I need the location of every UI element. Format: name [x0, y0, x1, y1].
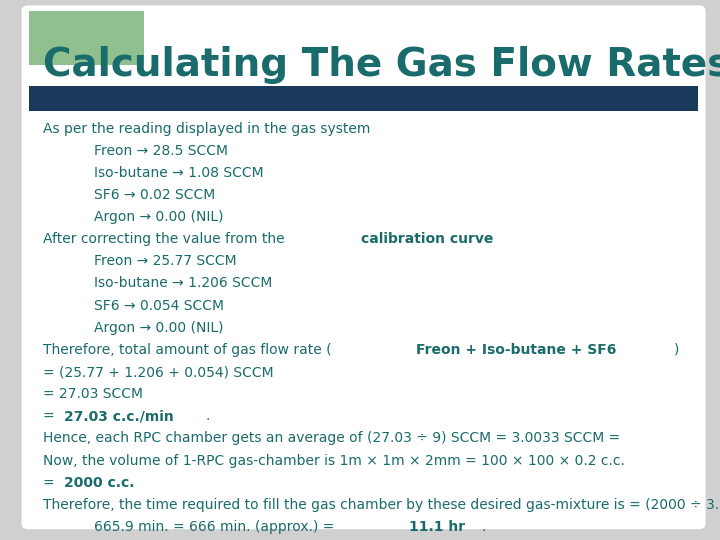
Text: Calculating The Gas Flow Rates: Calculating The Gas Flow Rates: [43, 46, 720, 84]
FancyBboxPatch shape: [22, 5, 706, 529]
Text: = 27.03 SCCM: = 27.03 SCCM: [43, 387, 143, 401]
Text: SF6 → 0.054 SCCM: SF6 → 0.054 SCCM: [94, 299, 224, 313]
Text: SF6 → 0.02 SCCM: SF6 → 0.02 SCCM: [94, 188, 215, 202]
Text: .: .: [482, 520, 486, 534]
Text: As per the reading displayed in the gas system: As per the reading displayed in the gas …: [43, 122, 371, 136]
Text: Iso-butane → 1.206 SCCM: Iso-butane → 1.206 SCCM: [94, 276, 272, 291]
Text: Iso-butane → 1.08 SCCM: Iso-butane → 1.08 SCCM: [94, 166, 264, 180]
Text: 11.1 hr: 11.1 hr: [410, 520, 466, 534]
Text: 665.9 min. = 666 min. (approx.) =: 665.9 min. = 666 min. (approx.) =: [94, 520, 338, 534]
Text: Now, the volume of 1-RPC gas-chamber is 1m × 1m × 2mm = 100 × 100 × 0.2 c.c.: Now, the volume of 1-RPC gas-chamber is …: [43, 454, 625, 468]
Text: Freon + Iso-butane + SF6: Freon + Iso-butane + SF6: [415, 343, 616, 357]
Text: 27.03 c.c./min: 27.03 c.c./min: [64, 409, 174, 423]
Text: calibration curve: calibration curve: [361, 232, 493, 246]
Text: Hence, each RPC chamber gets an average of (27.03 ÷ 9) SCCM = 3.0033 SCCM =: Hence, each RPC chamber gets an average …: [43, 431, 625, 446]
Bar: [29, 86, 698, 111]
Text: Freon → 28.5 SCCM: Freon → 28.5 SCCM: [94, 144, 228, 158]
Bar: [29, 11, 144, 65]
Text: =: =: [43, 476, 59, 490]
Text: = (25.77 + 1.206 + 0.054) SCCM: = (25.77 + 1.206 + 0.054) SCCM: [43, 365, 274, 379]
Text: 2000 c.c.: 2000 c.c.: [64, 476, 135, 490]
Text: =: =: [43, 409, 59, 423]
Text: Freon → 25.77 SCCM: Freon → 25.77 SCCM: [94, 254, 236, 268]
Text: .: .: [205, 409, 210, 423]
Text: ): ): [674, 343, 680, 357]
Text: After correcting the value from the: After correcting the value from the: [43, 232, 289, 246]
Text: Argon → 0.00 (NIL): Argon → 0.00 (NIL): [94, 210, 223, 224]
Text: Therefore, total amount of gas flow rate (: Therefore, total amount of gas flow rate…: [43, 343, 332, 357]
Text: Therefore, the time required to fill the gas chamber by these desired gas-mixtur: Therefore, the time required to fill the…: [43, 498, 720, 512]
Text: Argon → 0.00 (NIL): Argon → 0.00 (NIL): [94, 321, 223, 335]
